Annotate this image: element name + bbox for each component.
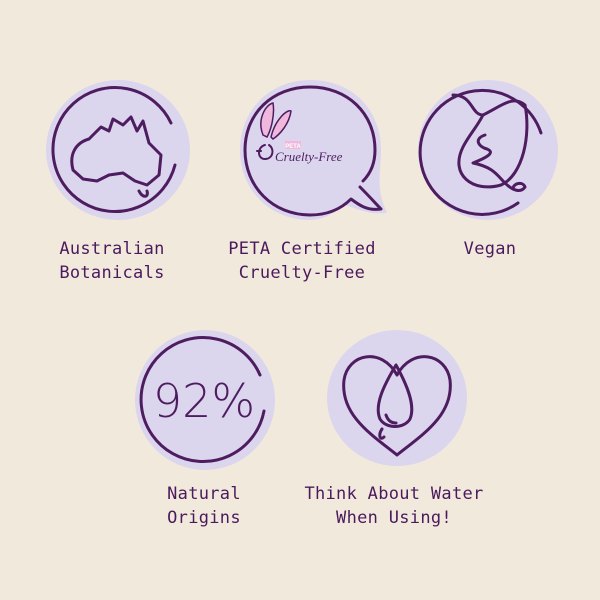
label-line: Australian <box>59 239 165 259</box>
label-natural-origins: Natural Origins <box>94 482 314 530</box>
badge-natural-origins: 92% <box>130 325 280 475</box>
label-line: Vegan <box>463 239 517 259</box>
leaf-icon <box>418 80 558 220</box>
badge-think-about-water <box>322 325 472 475</box>
label-line: Natural <box>167 484 241 504</box>
heart-water-drop-icon <box>327 330 467 466</box>
peta-bunny-icon: PETA Cruelty-Free <box>240 80 387 220</box>
label-think-about-water: Think About Water When Using! <box>284 482 504 530</box>
percent-value: 92% <box>153 374 255 428</box>
label-line: Cruelty-Free <box>238 263 366 283</box>
australia-map-icon <box>46 80 190 220</box>
label-vegan: Vegan <box>380 237 600 261</box>
label-line: Botanicals <box>59 263 165 283</box>
cruelty-free-logo-text: Cruelty-Free <box>275 149 343 164</box>
percent-icon: 92% <box>135 330 275 470</box>
label-line: Think About Water <box>304 484 484 504</box>
peta-logo-text: PETA <box>285 144 301 150</box>
label-line: PETA Certified <box>228 239 376 259</box>
badge-australian-botanicals <box>43 75 193 225</box>
badge-vegan <box>413 75 563 225</box>
label-australian-botanicals: Australian Botanicals <box>2 237 222 285</box>
badge-peta-cruelty-free: PETA Cruelty-Free <box>235 75 387 225</box>
label-peta-certified: PETA Certified Cruelty-Free <box>192 237 412 285</box>
label-line: Origins <box>167 508 241 528</box>
label-line: When Using! <box>336 508 452 528</box>
